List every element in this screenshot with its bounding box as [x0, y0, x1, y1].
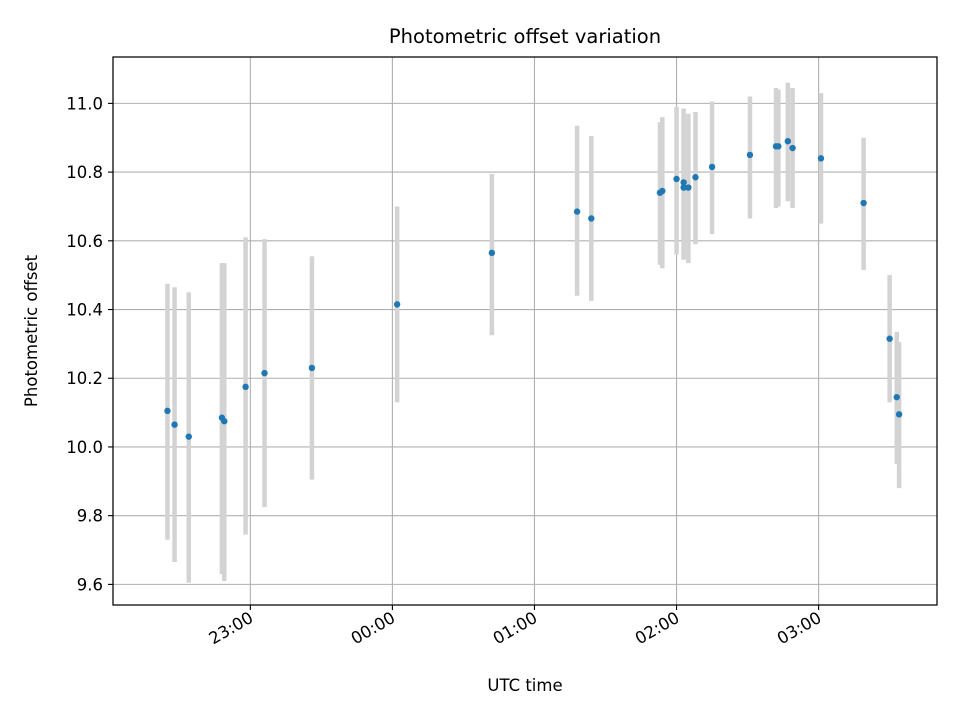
data-point [171, 421, 178, 428]
y-tick-label: 10.4 [66, 301, 103, 320]
data-point [817, 155, 825, 162]
data-point [692, 174, 699, 181]
data-point [261, 369, 268, 377]
y-axis-label: Photometric offset [22, 254, 41, 407]
y-tick-label: 10.2 [66, 369, 103, 388]
data-point [659, 187, 666, 195]
data-point [680, 184, 687, 191]
data-point [185, 433, 192, 440]
data-point [708, 163, 716, 171]
data-point [789, 144, 796, 152]
data-point [673, 175, 680, 183]
y-tick-label: 10.8 [66, 163, 103, 182]
data-point [588, 215, 595, 222]
data-point [221, 417, 228, 425]
data-point [393, 301, 401, 308]
grid-lines [113, 57, 937, 605]
y-tick-label: 11.0 [66, 94, 103, 113]
data-point [893, 393, 900, 401]
axes-frame [112, 56, 938, 606]
data-point [308, 364, 316, 372]
data-point [746, 151, 754, 159]
data-point [886, 335, 893, 342]
data-point [573, 208, 581, 215]
data-point [685, 184, 692, 191]
data-point [784, 137, 792, 145]
chart-title: Photometric offset variation [389, 25, 661, 48]
data-point [860, 199, 867, 207]
y-tick-label: 10.6 [66, 232, 103, 251]
y-tick-label: 9.6 [77, 575, 103, 594]
data-point [164, 407, 171, 415]
y-axis-ticks: 9.6 9.8 10.0 10.2 10.4 10.6 10.8 11.0 [66, 94, 113, 594]
data-point [242, 383, 249, 391]
data-point [775, 143, 782, 150]
data-point [895, 411, 903, 418]
y-tick-label: 9.8 [77, 507, 103, 526]
data-points [164, 137, 903, 440]
y-tick-label: 10.0 [66, 438, 103, 457]
x-axis-label: UTC time [487, 676, 562, 695]
data-point [680, 179, 687, 186]
data-point [488, 249, 496, 257]
